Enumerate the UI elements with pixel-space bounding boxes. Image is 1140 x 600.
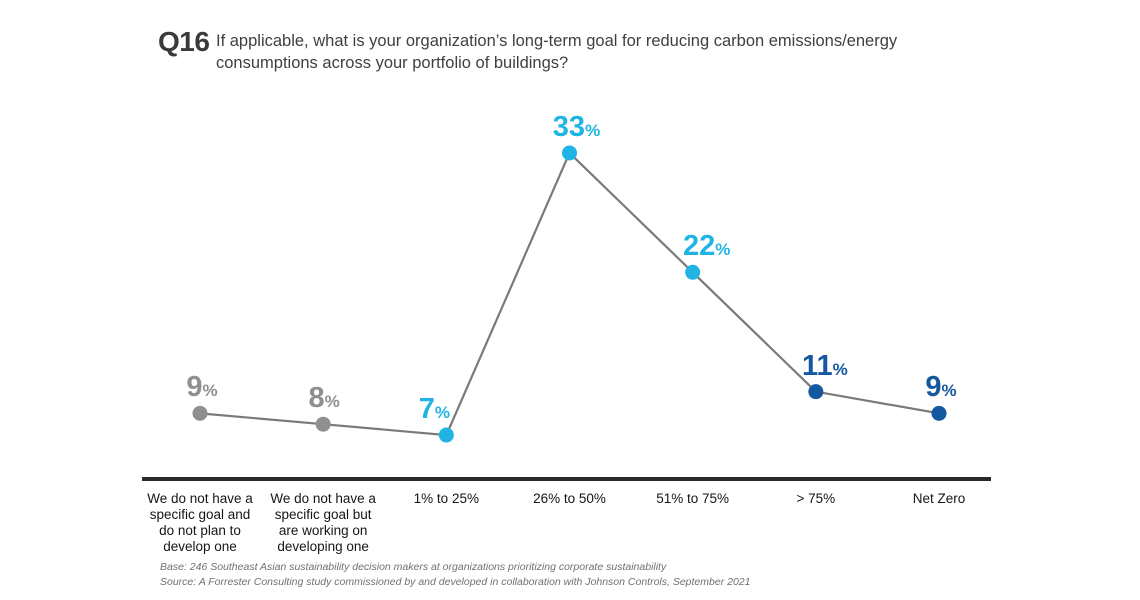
x-axis-label: We do not have a specific goal but are w…: [270, 491, 376, 554]
data-point-marker: [315, 416, 331, 432]
data-point-marker: [931, 405, 947, 421]
percent-sign: %: [585, 120, 601, 140]
x-axis-line: [142, 477, 991, 481]
data-point-label: 33%: [552, 110, 601, 143]
data-point-label: 9%: [925, 373, 956, 402]
question-text: If applicable, what is your organization…: [216, 32, 898, 73]
data-point-value: 22: [682, 230, 716, 263]
x-axis-label: 51% to 75%: [656, 491, 730, 506]
footnote-base: Base: 246 Southeast Asian sustainability…: [160, 561, 667, 573]
x-axis-label: Net Zero: [912, 491, 966, 506]
data-point-label: 8%: [309, 384, 340, 413]
data-point-marker: [438, 427, 454, 443]
percent-sign: %: [941, 381, 957, 401]
percent-sign: %: [832, 359, 848, 379]
x-axis-label: 1% to 25%: [413, 491, 479, 506]
data-point-value: 8: [308, 382, 325, 415]
data-point-label: 9%: [186, 373, 217, 402]
data-point-value: 33: [552, 110, 586, 143]
data-point-marker: [192, 405, 208, 421]
percent-sign: %: [202, 381, 218, 401]
percent-sign: %: [434, 403, 450, 423]
x-axis-label: We do not have a specific goal and do no…: [147, 491, 253, 554]
data-point-label: 11%: [801, 349, 848, 382]
data-point-label: 22%: [683, 232, 730, 261]
data-point-marker: [562, 145, 578, 161]
data-point-label: 7%: [419, 395, 450, 424]
x-axis-label: 26% to 50%: [533, 491, 606, 506]
data-point-value: 7: [418, 393, 435, 426]
data-point-value: 11: [801, 349, 833, 382]
question-number: Q16: [158, 26, 210, 57]
percent-sign: %: [324, 392, 340, 412]
footnote-source: Source: A Forrester Consulting study com…: [160, 575, 751, 588]
data-point-value: 9: [925, 371, 942, 404]
x-axis-label: > 75%: [796, 491, 836, 506]
footnote: Base: 246 Southeast Asian sustainability…: [160, 560, 750, 590]
data-point-marker: [808, 384, 824, 400]
data-point-value: 9: [186, 371, 203, 404]
percent-sign: %: [715, 240, 731, 260]
data-point-marker: [685, 264, 701, 280]
